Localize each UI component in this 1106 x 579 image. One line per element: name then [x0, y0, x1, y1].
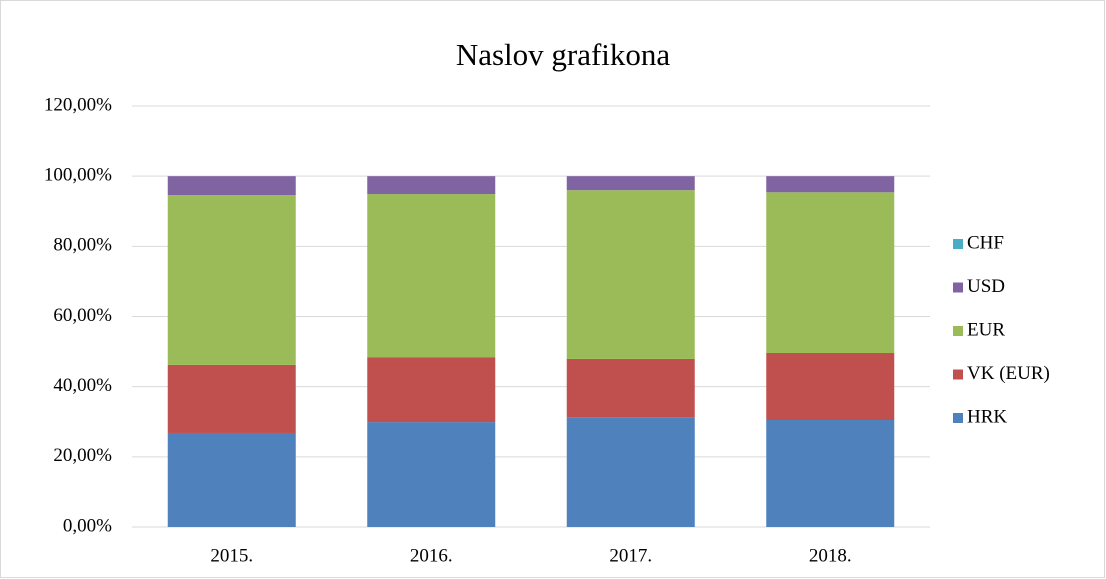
legend-label: HRK [967, 406, 1007, 427]
bar-segment [167, 176, 296, 196]
bar-segment [766, 176, 895, 193]
bar-segment [367, 422, 496, 527]
bar-segment [367, 357, 496, 423]
bar-segment [367, 194, 496, 358]
y-tick-label: 80,00% [53, 235, 112, 256]
legend-swatch [953, 282, 963, 293]
bar-segment [566, 417, 695, 527]
x-tick-label: 2018. [809, 545, 852, 566]
bar-segment [167, 195, 296, 365]
bar-segment [566, 176, 695, 191]
y-tick-label: 20,00% [53, 445, 112, 466]
legend-label: VK (EUR) [967, 363, 1050, 384]
bar-segment [367, 176, 496, 195]
legend-label: CHF [967, 232, 1004, 253]
legend-label: USD [967, 276, 1005, 297]
bar-segment [766, 419, 895, 527]
x-tick-label: 2016. [410, 545, 453, 566]
y-tick-label: 60,00% [53, 305, 112, 326]
bar-segment [167, 432, 296, 527]
bar-segment [766, 352, 895, 420]
x-tick-label: 2015. [210, 545, 253, 566]
bar-segment [766, 192, 895, 353]
chart-title: Naslov grafikona [456, 37, 671, 72]
y-tick-label: 40,00% [53, 375, 112, 396]
x-tick-label: 2017. [609, 545, 652, 566]
bar-segment [566, 190, 695, 359]
bar-segment [167, 364, 296, 433]
legend-swatch [953, 369, 963, 380]
legend-swatch [953, 326, 963, 336]
y-tick-label: 0,00% [63, 515, 112, 536]
legend-swatch [953, 239, 963, 249]
legend-swatch [953, 413, 963, 423]
y-tick-label: 120,00% [44, 94, 112, 115]
y-tick-label: 100,00% [44, 165, 112, 186]
legend-label: EUR [967, 319, 1005, 340]
bar-segment [566, 358, 695, 418]
